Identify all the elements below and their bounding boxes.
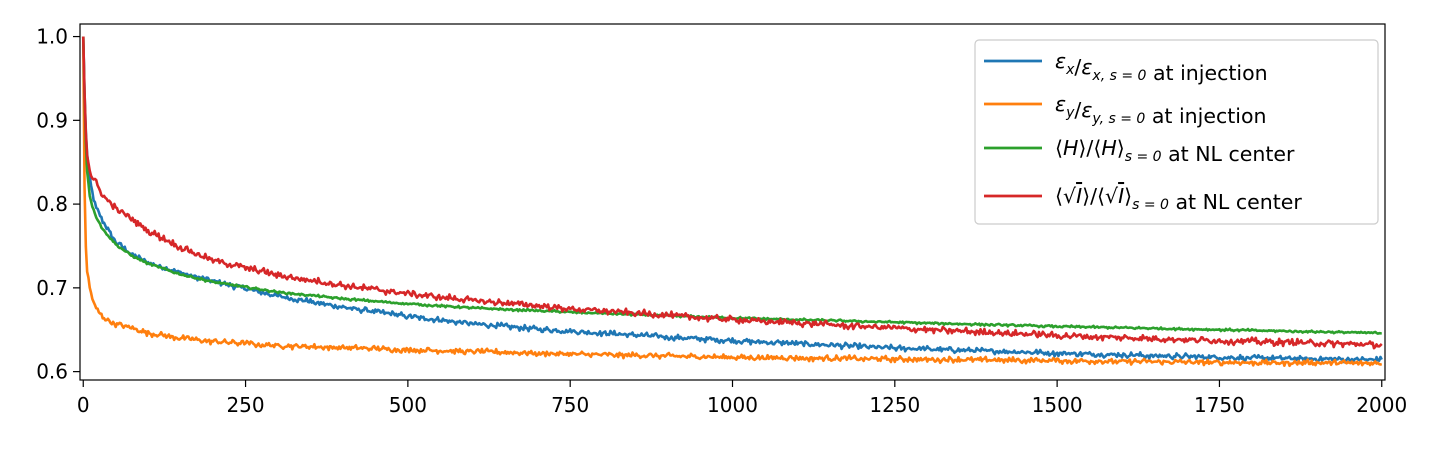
x-tick-label: 1500	[1032, 393, 1083, 417]
series-line-4	[81, 36, 1383, 350]
legend-box	[974, 39, 1379, 225]
x-tick-label: 250	[226, 393, 264, 417]
y-tick-label: 0.8	[36, 192, 68, 216]
legend: εx/εx, s = 0 at injection εy/εy, s = 0 at…	[974, 39, 1379, 225]
series-line-2	[81, 36, 1383, 368]
y-tick-label: 0.7	[36, 276, 68, 300]
axes: 0 250 500 750 1000 1250 1500 1750 2000 0.6 0.7 0.8 0…	[36, 23, 1407, 417]
y-tick-label: 0.6	[36, 360, 68, 384]
y-tick-label: 1.0	[36, 25, 68, 49]
x-tick-label: 1000	[707, 393, 758, 417]
x-tick-label: 500	[389, 393, 427, 417]
x-tick-label: 0	[77, 393, 90, 417]
x-tick-label: 2000	[1356, 393, 1407, 417]
y-tick-label: 0.9	[36, 108, 68, 132]
x-tick-label: 750	[551, 393, 589, 417]
legend-label-2: εy/εy, s = 0 at injection	[1055, 92, 1267, 128]
legend-label-1: εx/εx, s = 0 at injection	[1055, 49, 1268, 85]
x-tick-label: 1250	[869, 393, 920, 417]
legend-label-4: ⟨√I⟩/⟨√I⟩s = 0 at NL center	[1055, 184, 1302, 214]
plot-area	[81, 36, 1383, 368]
legend-label-3: ⟨H⟩/⟨H⟩s = 0 at NL center	[1055, 136, 1295, 166]
x-tick-label: 1750	[1194, 393, 1245, 417]
series-line-1	[81, 36, 1383, 364]
